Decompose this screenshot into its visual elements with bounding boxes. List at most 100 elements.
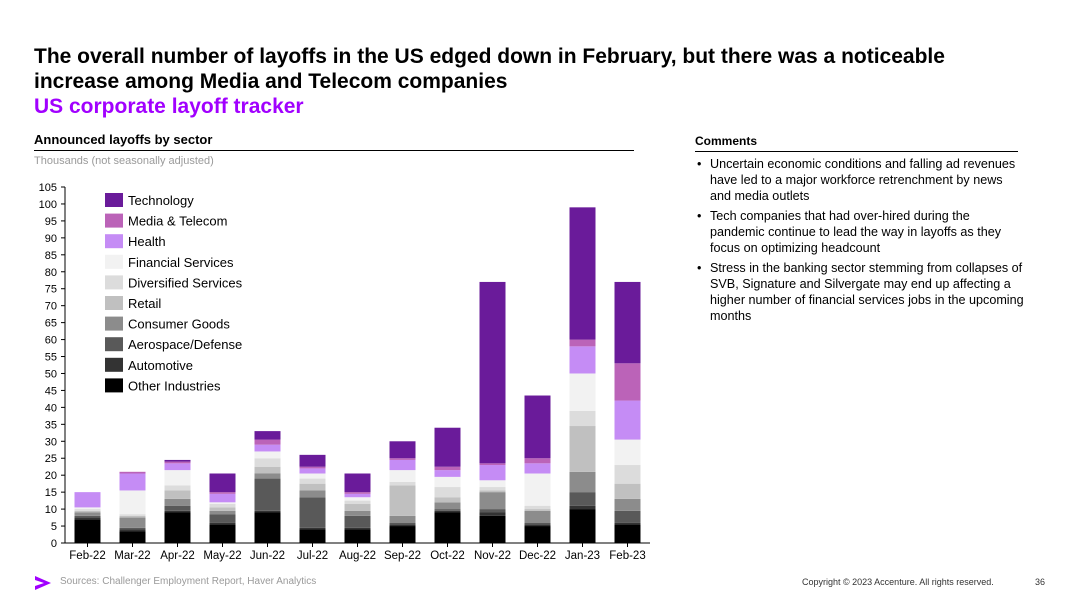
y-tick-label: 90 [45,233,57,245]
y-tick-label: 60 [45,335,57,347]
legend-label: Financial Services [128,255,234,270]
bar-segment [389,458,416,460]
x-tick-label: Dec-22 [519,550,556,562]
legend-swatch [105,357,123,372]
bar-segment [479,509,506,513]
bar-segment [524,524,551,527]
x-tick-label: Jul-22 [297,550,328,562]
bar-segment [299,478,326,484]
bar-segment [209,524,236,543]
bar-segment [569,373,596,411]
bar-segment [614,281,641,364]
bar-segment [119,527,146,530]
bar-segment [344,473,371,493]
x-tick-label: Jun-22 [250,550,285,562]
bar-segment [299,466,326,469]
comment-item: Tech companies that had over-hired durin… [695,208,1025,256]
slide-title: The overall number of layoffs in the US … [34,45,945,93]
y-tick-label: 95 [45,216,57,228]
bar-segment [164,470,191,486]
bar-segment [479,515,506,543]
x-tick-label: Nov-22 [474,550,511,562]
bar-segment [299,468,326,474]
bar-segment [344,493,371,498]
bar-segment [569,346,596,374]
legend-label: Technology [128,193,194,208]
bar-segment [74,517,101,520]
bar-segment [479,281,506,464]
bar-segment [119,515,146,518]
bar-segment [614,498,641,511]
y-tick-label: 75 [45,284,57,296]
bar-segment [614,524,641,543]
legend-swatch [105,275,123,290]
bar-segment [434,509,461,511]
bar-segment [299,490,326,498]
bar-segment [254,478,281,511]
bar-segment [524,395,551,459]
bar-segment [74,492,101,508]
y-tick-label: 45 [45,385,57,397]
bar-segment [164,498,191,506]
y-tick-label: 25 [45,453,57,465]
legend-swatch [105,193,123,207]
chart-heading: Announced layoffs by sector [34,132,634,151]
bar-segment [74,510,101,513]
slide-subtitle: US corporate layoff tracker [34,95,304,118]
bar-segment [119,473,146,491]
bar-segment [299,497,326,528]
bar-segment [434,470,461,477]
y-tick-label: 105 [39,182,57,194]
bar-segment [479,492,506,510]
bar-segment [119,514,146,516]
bar-segment [254,451,281,459]
bar-segment [569,339,596,347]
bar-segment [389,459,416,471]
y-tick-label: 80 [45,267,57,279]
bar-segment [344,515,371,528]
legend-swatch [105,254,123,269]
bar-segment [569,505,596,510]
bar-segment [434,510,461,513]
bar-segment [389,441,416,459]
bar-segment [164,505,191,511]
bar-segment [389,524,416,527]
x-tick-label: Apr-22 [160,550,195,562]
bar-segment [254,510,281,513]
bar-segment [389,485,416,516]
bar-segment [614,510,641,523]
bar-segment [524,458,551,464]
bar-segment [479,465,506,481]
bar-segment [299,527,326,530]
bar-segment [569,471,596,493]
bar-segment [209,493,236,503]
bar-segment [209,510,236,515]
y-tick-label: 20 [45,470,57,482]
y-tick-label: 55 [45,352,57,364]
bar-segment [254,439,281,445]
x-tick-label: Jan-23 [565,550,600,562]
y-tick-label: 5 [51,521,57,533]
bar-segment [254,431,281,440]
bar-segment [524,473,551,506]
bar-segment [164,512,191,543]
bar-segment [614,363,641,401]
legend-label: Other Industries [128,378,221,393]
x-tick-label: Feb-23 [609,550,645,562]
sources-note: Sources: Challenger Employment Report, H… [60,576,317,587]
x-tick-label: Sep-22 [384,550,421,562]
bar-segment [119,531,146,543]
bar-segment [389,481,416,486]
bar-segment [254,473,281,479]
bar-segment [209,504,236,508]
copyright-note: Copyright © 2023 Accenture. All rights r… [802,577,994,587]
legend-swatch [105,213,123,228]
bar-segment [614,439,641,466]
y-tick-label: 40 [45,402,57,414]
bar-segment [119,490,146,515]
bar-segment [524,526,551,543]
bar-segment [524,505,551,510]
comments-list: Uncertain economic conditions and fallin… [695,156,1025,328]
bar-segment [389,522,416,525]
legend-label: Aerospace/Defense [128,337,242,352]
